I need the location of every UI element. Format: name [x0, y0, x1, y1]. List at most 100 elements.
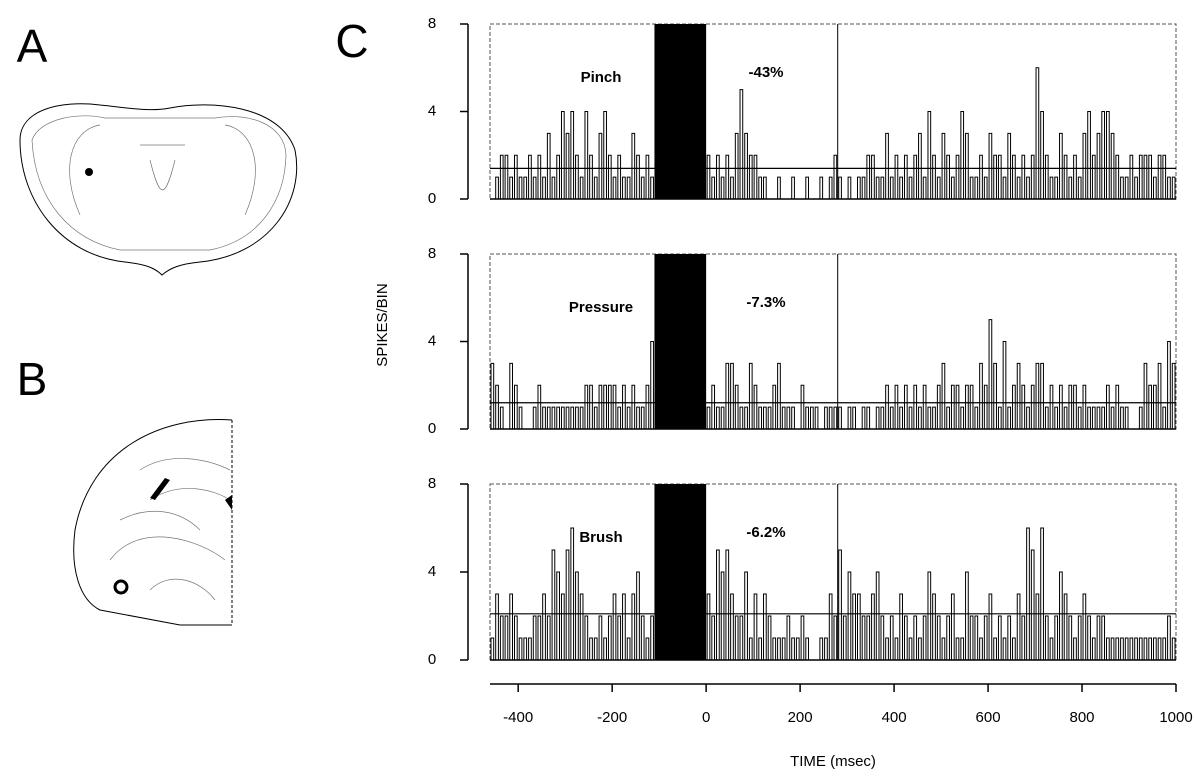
bar — [1040, 527, 1044, 661]
bar — [1049, 176, 1054, 200]
bar — [969, 176, 974, 200]
bar — [1049, 384, 1054, 430]
bar — [579, 176, 584, 200]
bar — [542, 593, 546, 661]
bar — [1087, 111, 1091, 200]
bar — [1153, 176, 1157, 200]
bar — [880, 615, 885, 661]
bar — [725, 362, 730, 430]
panel-label: C — [335, 15, 368, 67]
bar — [748, 154, 753, 200]
bar — [894, 384, 899, 430]
bar — [1162, 637, 1167, 661]
bar — [650, 615, 654, 661]
series-name: Pinch — [581, 69, 622, 86]
bar — [894, 637, 899, 661]
bar — [584, 615, 589, 661]
bar — [593, 406, 598, 430]
bar — [565, 132, 570, 200]
bar — [645, 637, 650, 661]
bar — [513, 615, 518, 661]
bar — [1091, 406, 1096, 430]
bar — [918, 637, 922, 661]
bar — [1162, 154, 1167, 200]
bar — [950, 176, 955, 200]
bar — [734, 615, 739, 661]
x-tick-label: 600 — [976, 709, 1001, 726]
bar — [922, 176, 927, 200]
x-tick-label: 800 — [1070, 709, 1095, 726]
bar — [495, 384, 499, 430]
bar — [706, 406, 711, 430]
bar — [965, 571, 969, 661]
bar — [725, 549, 730, 661]
bar — [1153, 384, 1157, 430]
bar — [1138, 154, 1143, 200]
bar — [1106, 637, 1110, 661]
series-annotation: -6.2% — [746, 524, 785, 541]
bar — [828, 176, 833, 200]
y-tick-label: 0 — [428, 651, 436, 668]
bar — [1054, 615, 1059, 661]
bar — [1026, 176, 1030, 200]
bar — [490, 362, 495, 430]
bar — [1044, 615, 1049, 661]
bar — [518, 637, 523, 661]
bar — [1040, 362, 1044, 430]
bar — [894, 154, 899, 200]
bar — [551, 176, 556, 200]
bar — [1138, 637, 1143, 661]
bar — [805, 176, 810, 200]
bar — [1171, 637, 1176, 661]
bar — [1162, 406, 1167, 430]
bar — [838, 406, 842, 430]
bar — [739, 615, 744, 661]
series-name: Pressure — [569, 299, 633, 316]
bar — [748, 637, 753, 661]
bar — [955, 154, 960, 200]
bar — [706, 593, 711, 661]
bar — [861, 406, 866, 430]
bar — [1120, 637, 1124, 661]
bar — [565, 549, 570, 661]
bar — [941, 132, 946, 200]
bar — [537, 615, 542, 661]
bar — [1134, 176, 1138, 200]
bar — [988, 132, 993, 200]
bar — [927, 571, 932, 661]
bar — [946, 615, 950, 661]
bar — [1096, 615, 1101, 661]
coronal-section-b — [73, 419, 233, 626]
bar — [575, 571, 579, 661]
bar — [960, 406, 965, 430]
recording-site — [113, 579, 129, 595]
bar — [565, 406, 570, 430]
bar — [1124, 176, 1129, 200]
panel-label: A — [17, 20, 48, 72]
bar — [763, 593, 767, 661]
x-tick-label: -400 — [503, 709, 533, 726]
bar — [936, 384, 941, 430]
bar — [1030, 154, 1035, 200]
bar — [509, 362, 513, 430]
bar — [711, 615, 716, 661]
bar — [1021, 384, 1026, 430]
bar — [570, 406, 575, 430]
bar — [716, 154, 720, 200]
bar — [965, 132, 969, 200]
bar — [645, 384, 650, 430]
bar — [899, 176, 903, 200]
bar — [626, 406, 631, 430]
bar — [828, 593, 833, 661]
bar — [833, 154, 838, 200]
bar — [880, 406, 885, 430]
bar — [730, 593, 734, 661]
bar — [969, 384, 974, 430]
series-name: Brush — [579, 529, 622, 546]
bar — [650, 341, 654, 430]
bar — [960, 111, 965, 200]
bar — [1063, 406, 1068, 430]
bar — [636, 406, 640, 430]
bar — [871, 593, 875, 661]
bar — [936, 615, 941, 661]
